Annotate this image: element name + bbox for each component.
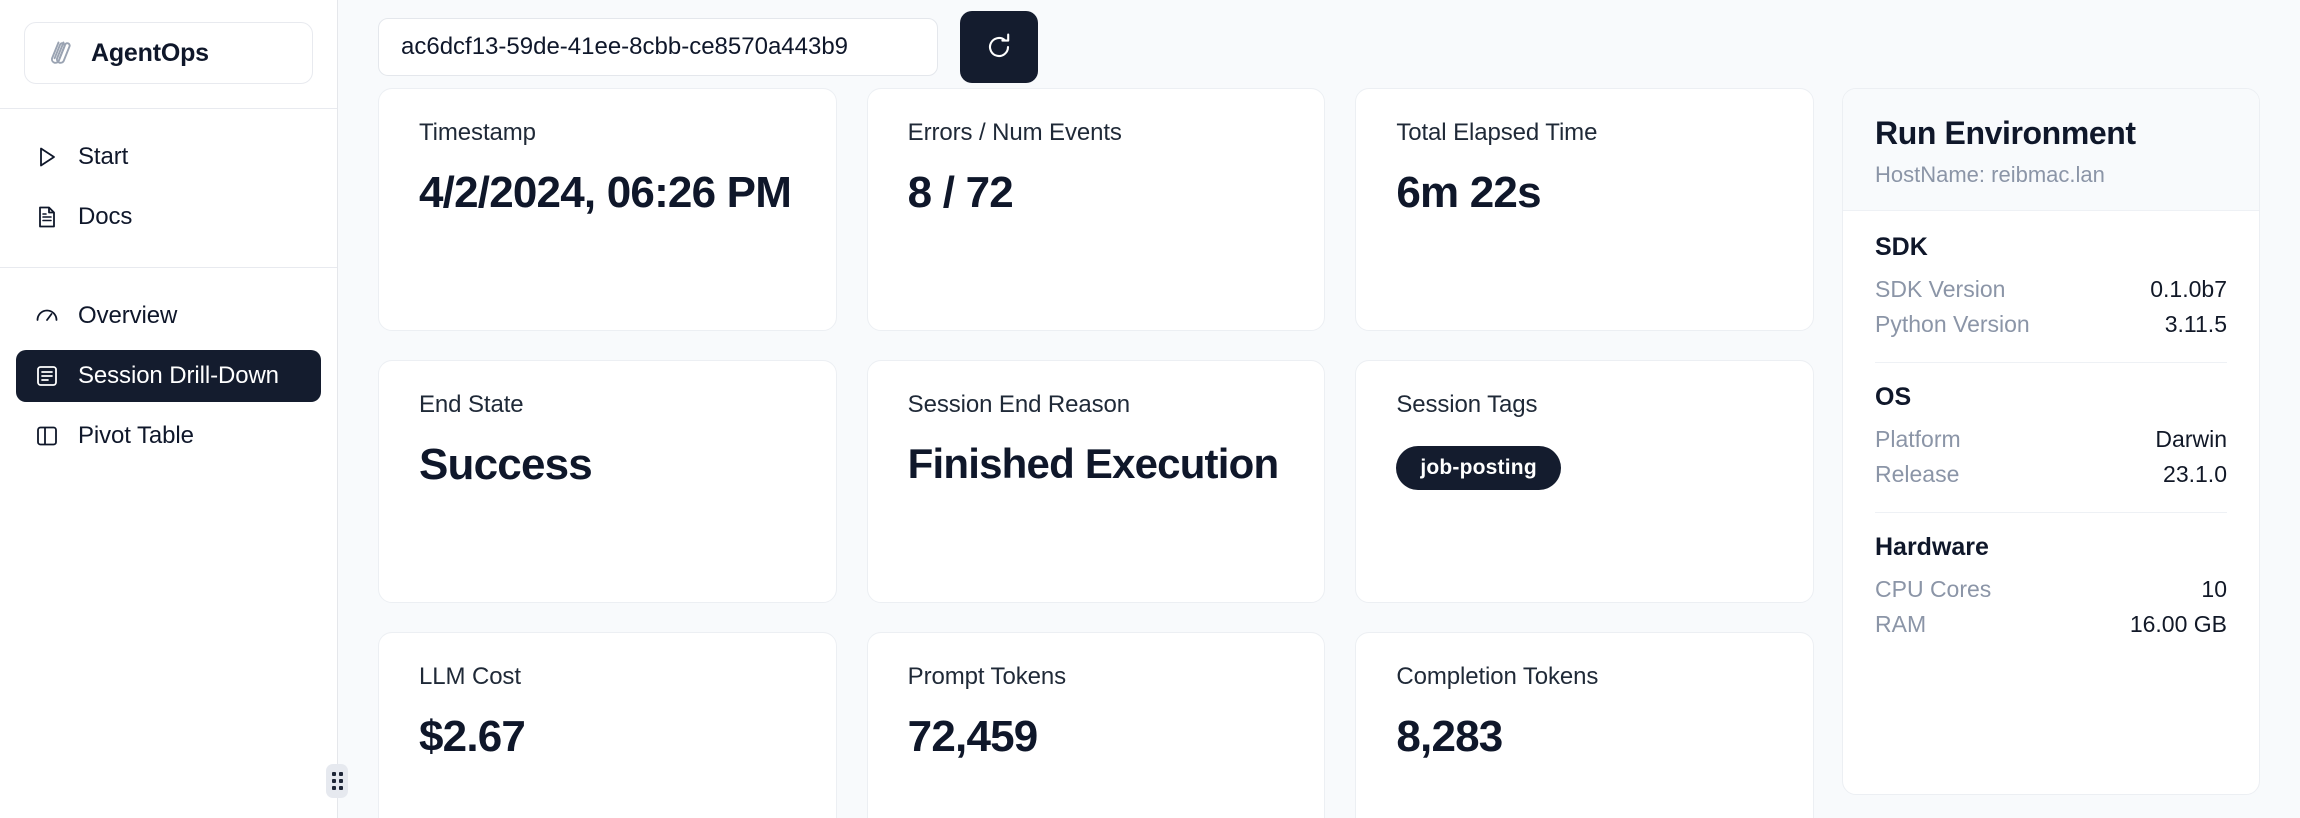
card-total-elapsed-time-value: 6m 22s bbox=[1396, 167, 1541, 217]
run-environment-body: SDK SDK Version 0.1.0b7 Python Version 3… bbox=[1843, 211, 2259, 668]
sidebar-nav-secondary: Overview Session Drill-Down bbox=[0, 268, 337, 462]
content-area: Timestamp 4/2/2024, 06:26 PM Errors / Nu… bbox=[338, 88, 2300, 818]
env-section-os: OS Platform Darwin Release 23.1.0 bbox=[1875, 383, 2227, 492]
session-tag-list: job-posting bbox=[1396, 445, 1773, 490]
card-llm-cost: LLM Cost $2.67 bbox=[378, 632, 837, 818]
card-timestamp-label: Timestamp bbox=[419, 119, 536, 146]
sidebar-item-overview-label: Overview bbox=[78, 302, 178, 329]
env-row-cpu-cores: CPU Cores 10 bbox=[1875, 572, 2227, 607]
env-value-python-version: 3.11.5 bbox=[2164, 311, 2227, 337]
env-divider-1 bbox=[1875, 362, 2227, 363]
card-total-elapsed-time: Total Elapsed Time 6m 22s bbox=[1355, 88, 1815, 331]
env-key-python-version: Python Version bbox=[1875, 311, 2030, 337]
env-key-cpu-cores: CPU Cores bbox=[1875, 576, 1992, 602]
metric-row-2: End State Success Session End Reason Fin… bbox=[378, 360, 1815, 603]
card-session-tags-label: Session Tags bbox=[1396, 391, 1538, 418]
run-environment-panel: Run Environment HostName: reibmac.lan SD… bbox=[1842, 88, 2260, 795]
brand-name: AgentOps bbox=[91, 38, 209, 67]
sidebar-item-pivot-table-label: Pivot Table bbox=[78, 422, 194, 449]
card-completion-tokens: Completion Tokens 8,283 bbox=[1355, 632, 1815, 818]
gauge-icon bbox=[34, 303, 60, 329]
env-section-hardware-title: Hardware bbox=[1875, 533, 1989, 561]
card-session-end-reason-label: Session End Reason bbox=[907, 391, 1131, 418]
status-badge[interactable]: job-posting bbox=[1396, 445, 1561, 490]
card-errors-num-events-value: 8 / 72 bbox=[907, 167, 1014, 217]
sidebar-item-session-drill-down[interactable]: Session Drill-Down bbox=[16, 350, 321, 402]
env-section-sdk-title: SDK bbox=[1875, 233, 1928, 261]
env-value-release: 23.1.0 bbox=[2163, 461, 2227, 487]
brand-button[interactable]: AgentOps bbox=[24, 22, 313, 84]
metric-cards-grid: Timestamp 4/2/2024, 06:26 PM Errors / Nu… bbox=[378, 88, 1815, 818]
sidebar-nav-primary: Start Docs bbox=[0, 109, 337, 243]
metric-row-3: LLM Cost $2.67 Prompt Tokens 72,459 Comp… bbox=[378, 632, 1815, 818]
card-errors-num-events-label: Errors / Num Events bbox=[907, 119, 1122, 146]
env-row-python-version: Python Version 3.11.5 bbox=[1875, 307, 2227, 342]
refresh-button[interactable] bbox=[960, 10, 1038, 83]
env-value-cpu-cores: 10 bbox=[2201, 576, 2227, 602]
run-environment-title: Run Environment bbox=[1875, 115, 2136, 151]
card-session-tags: Session Tags job-posting bbox=[1355, 360, 1815, 603]
env-row-release: Release 23.1.0 bbox=[1875, 457, 2227, 492]
env-key-ram: RAM bbox=[1875, 611, 1927, 637]
run-environment-header: Run Environment HostName: reibmac.lan bbox=[1843, 89, 2259, 211]
topbar bbox=[338, 0, 2300, 88]
card-end-state-value: Success bbox=[419, 439, 593, 489]
columns-icon bbox=[34, 423, 60, 449]
card-session-end-reason-value: Finished Execution bbox=[907, 439, 1279, 487]
card-prompt-tokens: Prompt Tokens 72,459 bbox=[866, 632, 1326, 818]
card-session-end-reason: Session End Reason Finished Execution bbox=[866, 360, 1326, 603]
metric-row-1: Timestamp 4/2/2024, 06:26 PM Errors / Nu… bbox=[378, 88, 1815, 331]
card-llm-cost-value: $2.67 bbox=[419, 711, 526, 761]
sidebar-divider-mid bbox=[0, 267, 337, 268]
env-key-sdk-version: SDK Version bbox=[1875, 276, 2006, 302]
env-section-sdk: SDK SDK Version 0.1.0b7 Python Version 3… bbox=[1875, 233, 2227, 342]
env-value-platform: Darwin bbox=[2155, 426, 2227, 452]
main-content: Timestamp 4/2/2024, 06:26 PM Errors / Nu… bbox=[338, 0, 2300, 818]
refresh-icon bbox=[982, 30, 1016, 64]
card-timestamp: Timestamp 4/2/2024, 06:26 PM bbox=[378, 88, 837, 331]
sidebar-item-session-drill-down-label: Session Drill-Down bbox=[78, 362, 279, 389]
sidebar-item-docs[interactable]: Docs bbox=[16, 191, 321, 243]
play-triangle-icon bbox=[34, 144, 60, 170]
env-row-ram: RAM 16.00 GB bbox=[1875, 607, 2227, 642]
sidebar-item-start-label: Start bbox=[78, 143, 129, 170]
card-timestamp-value: 4/2/2024, 06:26 PM bbox=[419, 167, 792, 217]
sidebar: AgentOps Start bbox=[0, 0, 348, 818]
grip-dots-icon bbox=[331, 772, 343, 790]
card-completion-tokens-value: 8,283 bbox=[1396, 711, 1503, 761]
card-errors-num-events: Errors / Num Events 8 / 72 bbox=[866, 88, 1326, 331]
sidebar-divider-top bbox=[0, 108, 337, 109]
paperclips-logo-icon bbox=[45, 37, 77, 69]
sidebar-item-overview[interactable]: Overview bbox=[16, 290, 321, 342]
list-panel-icon bbox=[34, 363, 60, 389]
env-section-hardware: Hardware CPU Cores 10 RAM 16.00 GB bbox=[1875, 533, 2227, 642]
card-total-elapsed-time-label: Total Elapsed Time bbox=[1396, 119, 1598, 146]
card-completion-tokens-label: Completion Tokens bbox=[1396, 663, 1599, 690]
env-section-os-title: OS bbox=[1875, 383, 1912, 411]
env-row-sdk-version: SDK Version 0.1.0b7 bbox=[1875, 272, 2227, 307]
env-key-release: Release bbox=[1875, 461, 1960, 487]
sidebar-item-pivot-table[interactable]: Pivot Table bbox=[16, 410, 321, 462]
sidebar-item-docs-label: Docs bbox=[78, 203, 133, 230]
document-icon bbox=[34, 204, 60, 230]
env-divider-2 bbox=[1875, 512, 2227, 513]
run-environment-hostname: HostName: reibmac.lan bbox=[1875, 162, 2105, 187]
card-end-state: End State Success bbox=[378, 360, 837, 603]
card-prompt-tokens-value: 72,459 bbox=[907, 711, 1039, 761]
session-id-input[interactable] bbox=[378, 17, 938, 76]
sidebar-item-start[interactable]: Start bbox=[16, 131, 321, 183]
env-value-sdk-version: 0.1.0b7 bbox=[2150, 276, 2227, 302]
env-key-platform: Platform bbox=[1875, 426, 1961, 452]
card-llm-cost-label: LLM Cost bbox=[419, 663, 521, 690]
card-end-state-label: End State bbox=[419, 391, 524, 418]
card-prompt-tokens-label: Prompt Tokens bbox=[907, 663, 1067, 690]
env-value-ram: 16.00 GB bbox=[2129, 611, 2227, 637]
env-row-platform: Platform Darwin bbox=[1875, 422, 2227, 457]
brand-wrap: AgentOps bbox=[0, 0, 337, 84]
sidebar-resize-handle[interactable] bbox=[326, 764, 348, 798]
